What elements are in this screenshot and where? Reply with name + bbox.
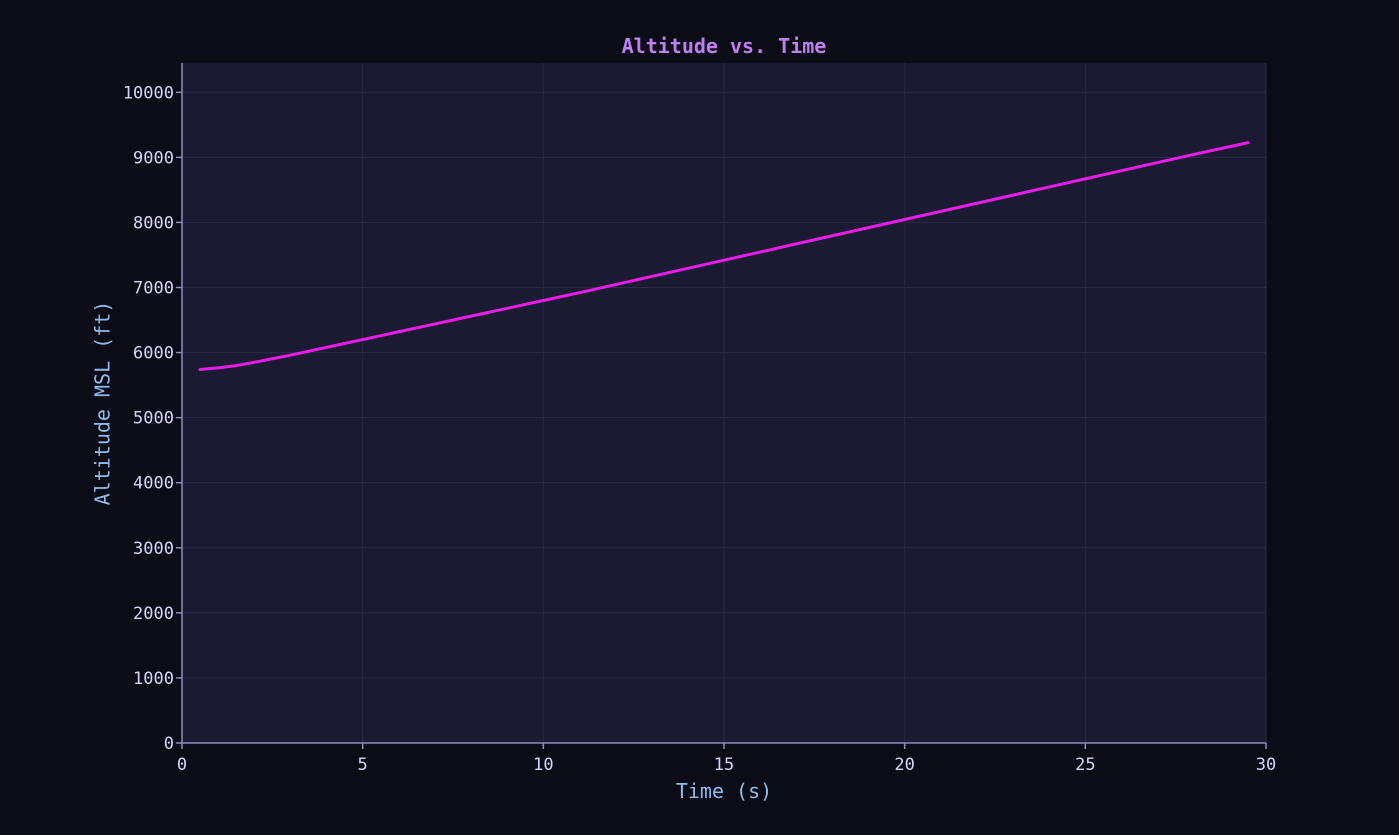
chart-title: Altitude vs. Time (622, 34, 827, 58)
x-tick-label: 15 (714, 755, 734, 775)
y-tick-label: 2000 (133, 604, 174, 624)
y-tick-label: 10000 (123, 83, 174, 103)
x-tick-label: 10 (533, 755, 553, 775)
x-axis-title: Time (s) (676, 779, 772, 803)
y-axis-title: Altitude MSL (ft) (91, 301, 115, 506)
y-tick-label: 4000 (133, 474, 174, 494)
y-tick-label: 1000 (133, 669, 174, 689)
y-tick-label: 6000 (133, 344, 174, 364)
y-tick-label: 5000 (133, 409, 174, 429)
x-tick-label: 20 (894, 755, 914, 775)
y-tick-label: 9000 (133, 148, 174, 168)
y-axis-ticks: 0 1000 2000 3000 4000 5000 6000 7000 8000 9000 100… (123, 83, 182, 754)
x-axis-ticks: 0 5 10 15 20 25 30 (177, 743, 1276, 775)
x-tick-label: 30 (1256, 755, 1276, 775)
y-tick-label: 0 (164, 734, 174, 754)
y-tick-label: 3000 (133, 539, 174, 559)
x-tick-label: 5 (358, 755, 368, 775)
x-tick-label: 25 (1075, 755, 1095, 775)
y-tick-label: 8000 (133, 213, 174, 233)
y-tick-label: 7000 (133, 278, 174, 298)
x-tick-label: 0 (177, 755, 187, 775)
series-layer (198, 141, 1250, 371)
series-line-0 (198, 141, 1250, 371)
